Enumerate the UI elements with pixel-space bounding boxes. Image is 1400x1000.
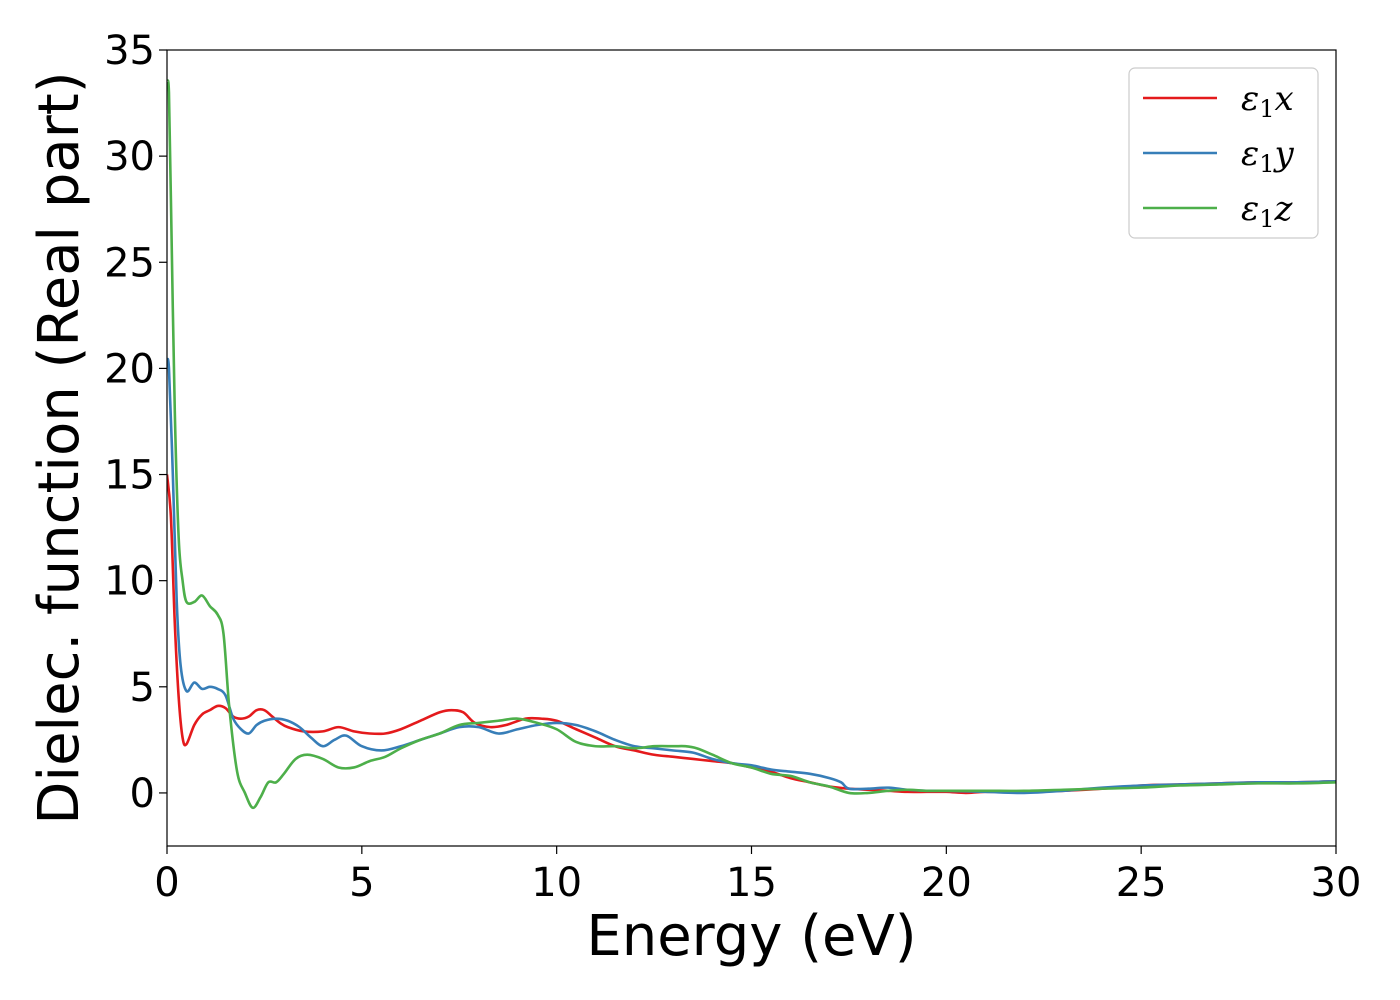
legend: ε1x ε1y ε1z: [1128, 67, 1319, 239]
legend-item-z: ε1z: [1143, 189, 1294, 233]
y-tick-label: 30: [104, 134, 155, 180]
x-tick-label: 30: [1311, 860, 1362, 906]
legend-item-x: ε1x: [1143, 79, 1294, 123]
y-tick-label: 5: [130, 665, 155, 711]
legend-label: ε1z: [1241, 189, 1294, 233]
y-tick-label: 20: [104, 346, 155, 392]
legend-item-y: ε1y: [1143, 134, 1295, 178]
series-line-x: [167, 474, 1336, 795]
x-axis: 0 5 10 15 20 25 30: [154, 846, 1361, 906]
y-tick-label: 15: [104, 453, 155, 499]
x-tick-label: 15: [726, 860, 777, 906]
legend-label: ε1x: [1241, 79, 1294, 123]
x-tick-label: 20: [921, 860, 972, 906]
x-tick-label: 5: [349, 860, 374, 906]
x-tick-label: 25: [1116, 860, 1167, 906]
x-tick-label: 10: [531, 860, 582, 906]
x-axis-title: Energy (eV): [586, 904, 916, 969]
series-line-z: [167, 79, 1336, 810]
legend-label: ε1y: [1241, 134, 1295, 178]
y-axis-title: Dielec. function (Real part): [27, 71, 92, 824]
y-tick-label: 10: [104, 559, 155, 605]
y-axis: 0 5 10 15 20 25 30 35: [104, 28, 167, 817]
y-tick-label: 25: [104, 240, 155, 286]
y-tick-label: 35: [104, 28, 155, 74]
legend-box: [1128, 67, 1319, 239]
x-tick-label: 0: [154, 860, 179, 906]
y-tick-label: 0: [130, 771, 155, 817]
series-layer: [167, 79, 1336, 810]
